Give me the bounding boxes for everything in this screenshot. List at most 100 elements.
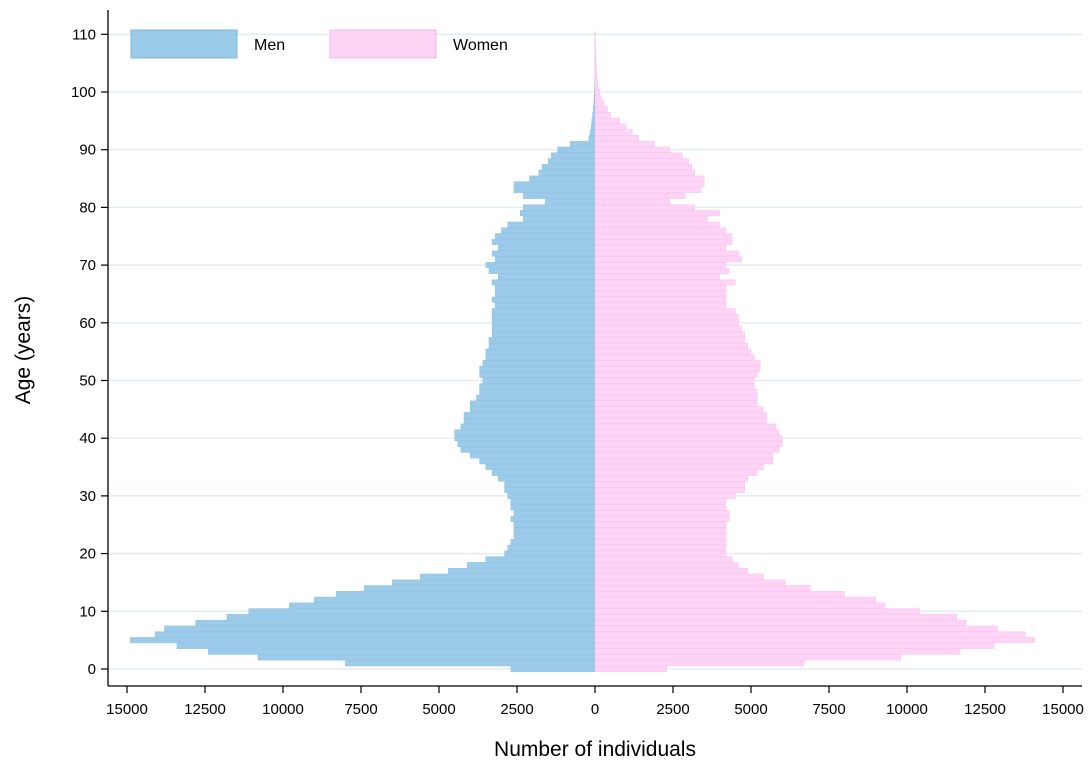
bar-women	[594, 521, 727, 528]
bar-men	[504, 550, 596, 557]
bar-women	[594, 54, 597, 61]
bar-men	[491, 250, 596, 257]
bar-men	[498, 273, 596, 280]
bar-women	[594, 441, 783, 447]
bar-women	[594, 48, 596, 55]
bar-men	[495, 285, 596, 292]
bar-men	[463, 417, 596, 424]
bar-women	[594, 250, 739, 257]
bar-women	[594, 348, 752, 355]
bar-women	[594, 394, 758, 401]
bar-women	[594, 325, 742, 332]
bar-women	[594, 221, 720, 228]
bar-women	[594, 573, 764, 580]
bar-men	[501, 227, 596, 234]
x-tick-label: 2500	[656, 701, 689, 718]
bar-men	[207, 648, 596, 655]
bar-men	[485, 556, 596, 563]
bar-women	[594, 169, 695, 176]
bar-women	[594, 204, 695, 211]
bar-men	[226, 614, 596, 620]
bar-men	[154, 631, 596, 638]
bar-women	[594, 510, 730, 517]
bar-women	[594, 129, 633, 136]
bar-women	[594, 100, 605, 107]
bar-women	[594, 417, 767, 424]
legend-label-men: Men	[254, 37, 285, 54]
legend-label-women: Women	[453, 37, 508, 54]
bar-women	[594, 216, 708, 222]
bar-women	[594, 267, 730, 274]
bar-men	[513, 181, 596, 188]
bar-men	[195, 619, 596, 626]
bar-women	[594, 423, 777, 430]
bar-men	[164, 625, 596, 632]
bar-women	[594, 285, 727, 292]
women-bars	[594, 31, 1036, 672]
bar-men	[466, 562, 596, 569]
bar-women	[594, 458, 773, 465]
bar-women	[594, 141, 655, 147]
bar-women	[594, 567, 749, 574]
bar-men	[498, 475, 596, 482]
bar-men	[495, 256, 596, 263]
bar-men	[513, 533, 596, 540]
bar-women	[594, 71, 598, 78]
bar-women	[594, 175, 705, 182]
bar-women	[594, 94, 602, 101]
men-bars	[129, 31, 596, 672]
x-tick-label: 10000	[886, 701, 928, 718]
bar-women	[594, 198, 671, 205]
bar-women	[594, 279, 736, 286]
bar-women	[594, 66, 597, 72]
bar-women	[594, 366, 761, 372]
y-tick-label: 90	[79, 142, 96, 159]
bar-women	[594, 112, 611, 118]
bar-women	[594, 158, 689, 165]
bar-men	[541, 164, 596, 170]
x-tick-label: 15000	[106, 701, 148, 718]
bar-men	[495, 302, 596, 309]
bar-women	[594, 487, 745, 494]
bar-women	[594, 187, 702, 194]
bar-women	[594, 579, 786, 586]
bar-women	[594, 660, 805, 667]
bar-women	[594, 314, 739, 320]
bar-women	[594, 389, 758, 395]
bar-men	[420, 573, 596, 580]
x-tick-label: 15000	[1042, 701, 1084, 718]
bar-men	[176, 643, 596, 649]
bar-women	[594, 331, 745, 338]
bar-women	[594, 533, 727, 540]
bar-men	[513, 510, 596, 517]
bar-men	[495, 291, 596, 297]
bar-men	[513, 521, 596, 528]
bar-women	[594, 446, 780, 453]
bar-women	[594, 227, 727, 234]
bar-women	[594, 377, 755, 384]
bar-men	[523, 216, 596, 222]
bar-women	[594, 452, 773, 459]
bar-women	[594, 77, 598, 84]
x-tick-label: 12500	[964, 701, 1006, 718]
bar-women	[594, 643, 995, 649]
bar-men	[592, 106, 596, 113]
y-tick-label: 30	[79, 488, 96, 505]
bar-men	[345, 660, 596, 667]
y-tick-label: 100	[71, 84, 96, 101]
bar-men	[257, 654, 596, 661]
bar-women	[594, 492, 736, 499]
bar-women	[594, 89, 600, 95]
bar-women	[594, 591, 845, 597]
bar-men	[491, 279, 596, 286]
y-tick-label: 70	[79, 257, 96, 274]
bar-women	[594, 302, 727, 309]
bar-women	[594, 654, 901, 661]
bar-men	[588, 135, 596, 142]
bar-women	[594, 602, 886, 609]
tick-labels: 0 10 20 30 40 50 60 70 80 90 100 110 15000 12500 10000…	[71, 26, 1084, 718]
legend-swatch-women	[329, 29, 437, 59]
bar-men	[491, 325, 596, 332]
bar-men	[510, 504, 596, 511]
